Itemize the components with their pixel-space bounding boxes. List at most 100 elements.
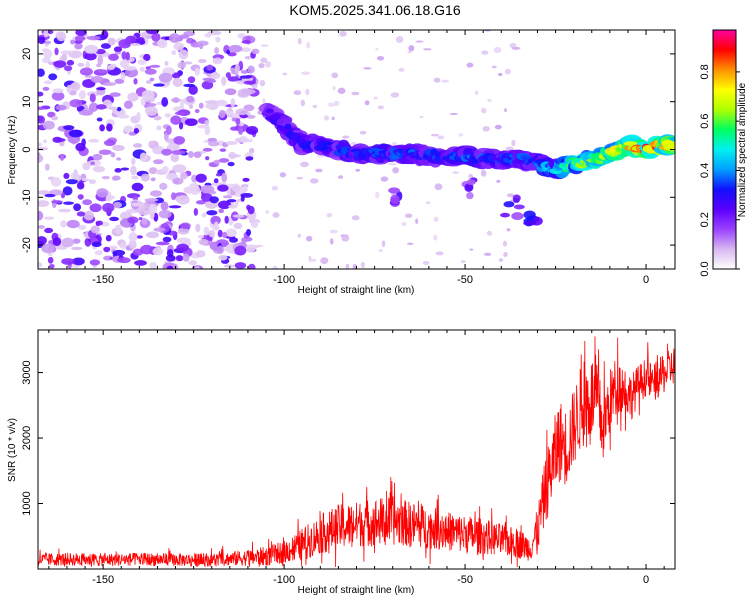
noise-blob bbox=[168, 33, 181, 43]
colorbar-gradient bbox=[713, 30, 736, 269]
noise-blob bbox=[127, 216, 139, 224]
noise-blob bbox=[101, 175, 110, 180]
noise-blob bbox=[106, 64, 116, 70]
noise-blob bbox=[339, 30, 347, 37]
noise-blob bbox=[511, 139, 516, 147]
noise-blob bbox=[419, 115, 424, 119]
noise-blob bbox=[131, 157, 136, 166]
noise-blob bbox=[240, 192, 253, 198]
noise-blob bbox=[116, 106, 122, 112]
noise-blob bbox=[63, 172, 70, 179]
noise-blob bbox=[241, 40, 251, 44]
noise-blob bbox=[114, 224, 122, 235]
noise-blob bbox=[469, 248, 474, 251]
noise-blob bbox=[247, 65, 255, 74]
colorbar-tick-label: 0.0 bbox=[699, 261, 711, 276]
noise-blob bbox=[408, 45, 415, 52]
noise-blob bbox=[179, 172, 188, 180]
noise-blob bbox=[230, 98, 236, 108]
snr-x-tick-label: -50 bbox=[457, 574, 473, 586]
noise-blob bbox=[43, 30, 49, 38]
noise-blob bbox=[52, 88, 64, 94]
noise-blob bbox=[221, 76, 227, 87]
noise-blob bbox=[114, 78, 125, 84]
noise-blob bbox=[178, 49, 189, 60]
noise-blob bbox=[225, 228, 237, 238]
noise-blob bbox=[378, 248, 383, 252]
noise-blob bbox=[42, 48, 49, 52]
noise-blob bbox=[201, 212, 207, 218]
noise-blob bbox=[180, 222, 191, 230]
noise-blob bbox=[296, 177, 304, 180]
noise-blob bbox=[248, 263, 256, 269]
noise-blob bbox=[119, 59, 130, 68]
noise-blob bbox=[246, 204, 251, 211]
noise-blob bbox=[225, 72, 231, 79]
noise-blob bbox=[138, 217, 143, 221]
spectrogram-y-tick-label: 0 bbox=[21, 146, 33, 152]
noise-blob bbox=[202, 147, 213, 152]
snr-y-tick-label: 2000 bbox=[21, 426, 33, 450]
noise-blob bbox=[232, 214, 245, 218]
noise-blob bbox=[204, 103, 214, 109]
noise-blob bbox=[217, 229, 223, 238]
noise-blob bbox=[60, 50, 74, 55]
noise-blob bbox=[38, 36, 46, 45]
noise-blob bbox=[100, 43, 112, 49]
noise-blob bbox=[145, 231, 160, 239]
noise-blob bbox=[260, 44, 269, 47]
noise-blob bbox=[360, 261, 366, 269]
noise-blob bbox=[139, 66, 145, 72]
noise-blob bbox=[217, 200, 232, 210]
colorbar-frame bbox=[712, 29, 737, 270]
noise-blob bbox=[127, 92, 139, 102]
noise-blob bbox=[44, 163, 50, 171]
secondary-blob bbox=[466, 191, 474, 200]
noise-blob bbox=[96, 87, 106, 91]
spectrogram-y-tick-label: -10 bbox=[21, 189, 33, 205]
noise-blob bbox=[188, 84, 198, 95]
noise-blob bbox=[337, 87, 346, 94]
noise-blob bbox=[42, 120, 55, 130]
spectrogram-x-label: Height of straight line (km) bbox=[298, 285, 415, 296]
noise-blob bbox=[352, 263, 357, 269]
noise-blob bbox=[312, 104, 318, 109]
noise-blob bbox=[96, 117, 103, 122]
noise-blob bbox=[43, 216, 55, 220]
noise-blob bbox=[188, 260, 198, 266]
secondary-blob bbox=[512, 194, 521, 202]
noise-blob bbox=[66, 59, 75, 66]
secondary-blob bbox=[388, 187, 400, 194]
noise-blob bbox=[144, 103, 157, 107]
snr-y-ticks: 1000 2000 3000 bbox=[21, 360, 675, 516]
noise-blob bbox=[120, 167, 130, 171]
noise-blob bbox=[161, 97, 169, 107]
noise-blob bbox=[141, 217, 148, 225]
noise-blob bbox=[97, 69, 109, 74]
noise-blob bbox=[114, 168, 122, 173]
noise-blob bbox=[227, 76, 239, 82]
noise-blob bbox=[422, 260, 430, 265]
noise-blob bbox=[112, 175, 121, 181]
noise-blob bbox=[38, 225, 45, 229]
noise-blob bbox=[107, 37, 116, 46]
noise-blob bbox=[69, 99, 83, 108]
noise-blob bbox=[149, 77, 155, 82]
noise-blob bbox=[194, 67, 200, 76]
noise-blob bbox=[74, 35, 86, 42]
noise-blob bbox=[331, 116, 335, 121]
noise-blob bbox=[70, 39, 76, 45]
noise-blob bbox=[162, 166, 169, 173]
noise-blob bbox=[251, 48, 260, 55]
noise-blob bbox=[143, 53, 151, 62]
noise-blob bbox=[128, 232, 138, 242]
noise-blob bbox=[246, 114, 256, 119]
noise-blob bbox=[84, 44, 99, 54]
noise-blob bbox=[54, 47, 59, 56]
noise-blob bbox=[109, 92, 121, 97]
noise-blob bbox=[88, 102, 99, 112]
noise-blob bbox=[121, 51, 127, 60]
noise-blob bbox=[120, 72, 126, 81]
noise-blob bbox=[38, 146, 49, 151]
noise-blob bbox=[282, 72, 288, 76]
